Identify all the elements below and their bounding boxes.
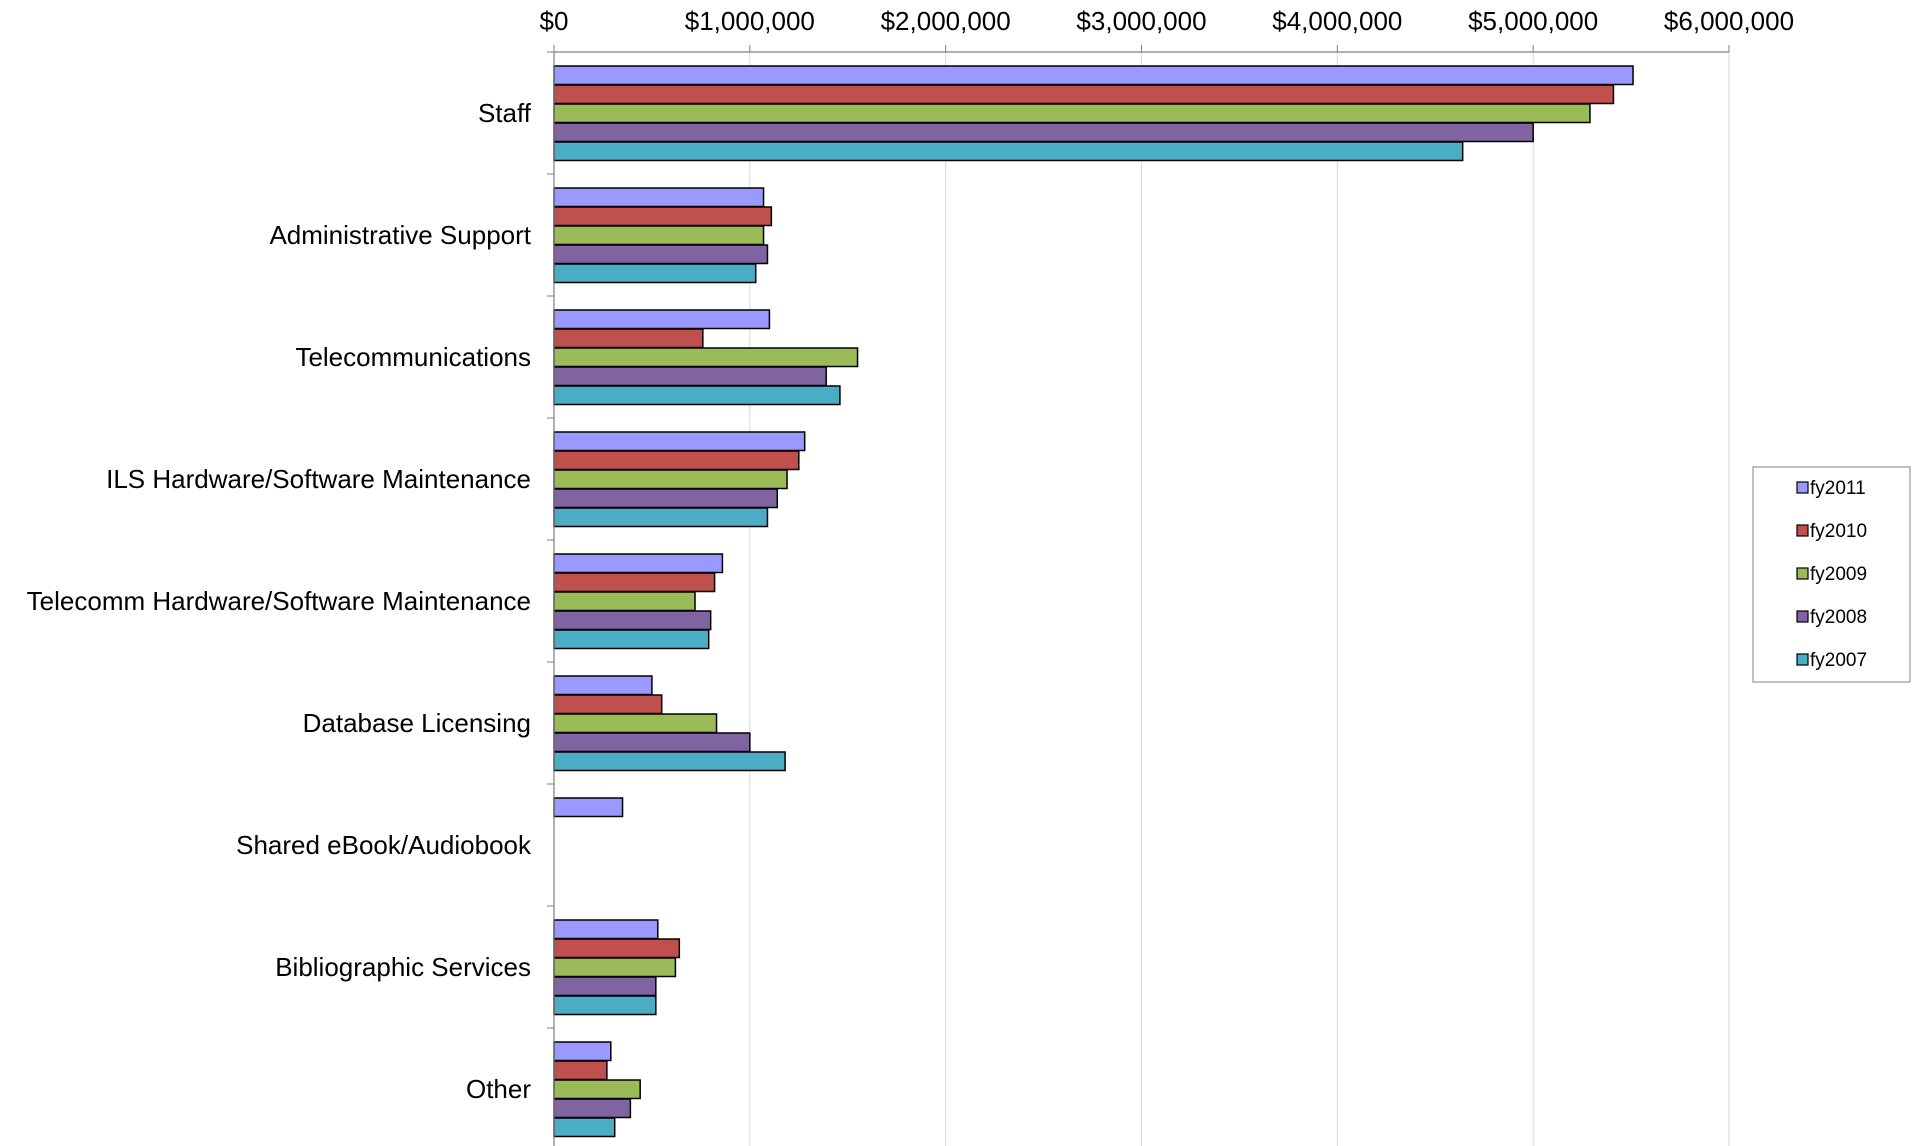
bar-fy2009 bbox=[553, 713, 718, 734]
legend: fy2011 fy2010 fy2009 fy2008 fy2007 bbox=[1752, 466, 1911, 683]
legend-label: fy2007 bbox=[1810, 650, 1867, 671]
bar-fy2008 bbox=[553, 244, 769, 265]
x-tick-label: $4,000,000 bbox=[1272, 6, 1402, 36]
bars bbox=[553, 65, 1634, 1138]
legend-label: fy2009 bbox=[1810, 564, 1867, 585]
category-label: Database Licensing bbox=[303, 708, 531, 738]
bar-fy2009 bbox=[553, 1079, 641, 1100]
legend-label: fy2008 bbox=[1810, 607, 1867, 628]
bar-fy2009 bbox=[553, 225, 765, 246]
bar-fy2011 bbox=[553, 1041, 612, 1062]
bar-fy2011 bbox=[553, 309, 771, 330]
category-label: Staff bbox=[478, 98, 532, 128]
bar-fy2011 bbox=[553, 431, 806, 452]
category-label: Telecommunications bbox=[295, 342, 531, 372]
bar-fy2010 bbox=[553, 328, 704, 349]
bar-fy2007 bbox=[553, 629, 710, 650]
category-label: Administrative Support bbox=[269, 220, 531, 250]
gridlines bbox=[749, 52, 1730, 1146]
bar-fy2010 bbox=[553, 84, 1615, 105]
bar-fy2010 bbox=[553, 1060, 608, 1081]
x-tick-labels: $0 $1,000,000 $2,000,000 $3,000,000 $4,000,0… bbox=[540, 6, 1795, 36]
bar-fy2011 bbox=[553, 675, 653, 696]
legend-swatch-fy2011 bbox=[1796, 481, 1809, 494]
legend-box bbox=[1752, 466, 1911, 683]
bar-fy2008 bbox=[553, 1098, 632, 1119]
bar-fy2011 bbox=[553, 553, 724, 574]
legend-swatch-fy2008 bbox=[1796, 610, 1809, 623]
category-labels: Staff Administrative Support Telecommunica… bbox=[27, 98, 532, 1104]
bar-fy2009 bbox=[553, 957, 677, 978]
bar-fy2007 bbox=[553, 141, 1464, 162]
category-label: Other bbox=[466, 1074, 531, 1104]
category-label: ILS Hardware/Software Maintenance bbox=[106, 464, 531, 494]
x-tick-label: $2,000,000 bbox=[881, 6, 1011, 36]
x-tick-label: $6,000,000 bbox=[1664, 6, 1794, 36]
bar-fy2009 bbox=[553, 103, 1591, 124]
x-tick-label: $5,000,000 bbox=[1468, 6, 1598, 36]
bar-fy2009 bbox=[553, 469, 788, 490]
legend-swatch-fy2009 bbox=[1796, 567, 1809, 580]
bar-fy2011 bbox=[553, 919, 659, 940]
bar-fy2010 bbox=[553, 206, 773, 227]
bar-fy2008 bbox=[553, 976, 657, 997]
bar-fy2011 bbox=[553, 797, 624, 818]
bar-fy2007 bbox=[553, 1117, 616, 1138]
category-label: Bibliographic Services bbox=[275, 952, 531, 982]
bar-fy2007 bbox=[553, 751, 786, 772]
bar-fy2008 bbox=[553, 610, 712, 631]
bar-fy2007 bbox=[553, 995, 657, 1016]
bar-fy2010 bbox=[553, 938, 681, 959]
bar-fy2009 bbox=[553, 591, 696, 612]
legend-swatch-fy2010 bbox=[1796, 524, 1809, 537]
bar-fy2011 bbox=[553, 65, 1634, 86]
bar-fy2008 bbox=[553, 366, 827, 387]
bar-fy2008 bbox=[553, 122, 1534, 143]
bar-fy2007 bbox=[553, 385, 841, 406]
legend-label: fy2010 bbox=[1810, 521, 1867, 542]
x-tick-label: $1,000,000 bbox=[685, 6, 815, 36]
bar-fy2008 bbox=[553, 732, 751, 753]
x-tick-label: $3,000,000 bbox=[1076, 6, 1206, 36]
legend-swatch-fy2007 bbox=[1796, 653, 1809, 666]
bar-fy2010 bbox=[553, 572, 716, 593]
bar-fy2007 bbox=[553, 263, 757, 284]
bar-fy2008 bbox=[553, 488, 778, 509]
x-tick-label: $0 bbox=[540, 6, 569, 36]
axes bbox=[547, 45, 1730, 1146]
bar-fy2010 bbox=[553, 450, 800, 471]
category-label: Shared eBook/Audiobook bbox=[236, 830, 532, 860]
bar-fy2009 bbox=[553, 347, 859, 368]
legend-label: fy2011 bbox=[1810, 478, 1866, 499]
bar-fy2011 bbox=[553, 187, 765, 208]
bar-fy2010 bbox=[553, 694, 663, 715]
bar-fy2007 bbox=[553, 507, 769, 528]
category-label: Telecomm Hardware/Software Maintenance bbox=[27, 586, 531, 616]
